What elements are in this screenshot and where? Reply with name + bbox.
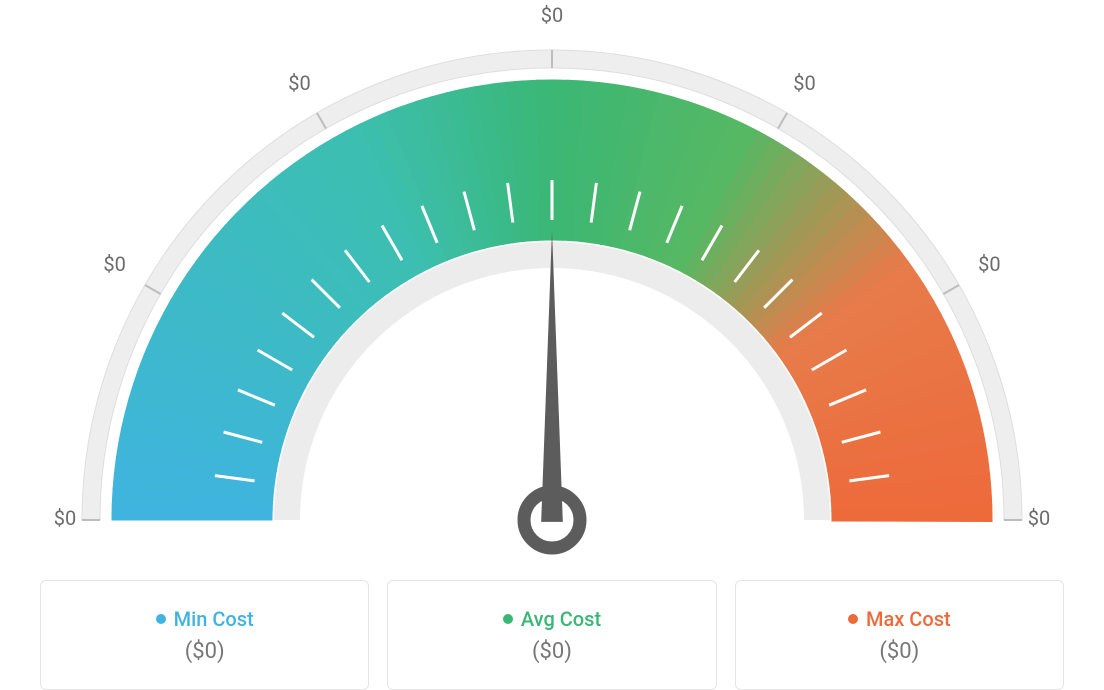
gauge-tick-label: $0 <box>103 252 125 276</box>
legend-dot-min <box>156 614 166 624</box>
legend-card-avg: Avg Cost ($0) <box>387 580 716 690</box>
legend-label-avg: Avg Cost <box>521 607 601 631</box>
legend-dot-max <box>848 614 858 624</box>
gauge-tick-label: $0 <box>288 71 310 95</box>
cost-gauge-container: $0 $0 $0 $0 $0 $0 $0 Min Cost ($0) Avg Cost ($… <box>0 0 1104 690</box>
legend-row: Min Cost ($0) Avg Cost ($0) Max Cost ($0… <box>0 580 1104 690</box>
gauge-tick-label: $0 <box>541 3 563 27</box>
legend-header-min: Min Cost <box>156 607 254 631</box>
legend-label-max: Max Cost <box>866 607 951 631</box>
legend-label-min: Min Cost <box>174 607 254 631</box>
gauge-tick-label: $0 <box>54 506 76 530</box>
legend-value-min: ($0) <box>185 639 225 664</box>
legend-dot-avg <box>503 614 513 624</box>
legend-value-max: ($0) <box>879 639 919 664</box>
legend-card-max: Max Cost ($0) <box>735 580 1064 690</box>
gauge-tick-label: $0 <box>793 71 815 95</box>
legend-value-avg: ($0) <box>532 639 572 664</box>
legend-header-avg: Avg Cost <box>503 607 601 631</box>
gauge-tick-label: $0 <box>1028 506 1050 530</box>
gauge-tick-label: $0 <box>978 252 1000 276</box>
gauge-area: $0 $0 $0 $0 $0 $0 $0 <box>0 0 1104 560</box>
legend-header-max: Max Cost <box>848 607 951 631</box>
legend-card-min: Min Cost ($0) <box>40 580 369 690</box>
gauge-chart <box>42 10 1062 570</box>
